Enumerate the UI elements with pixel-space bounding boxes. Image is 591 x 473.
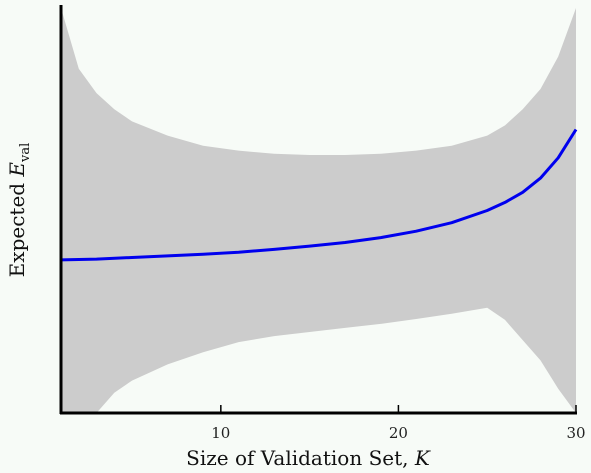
x-axis-label-variable: K	[414, 446, 431, 470]
x-ticks: 10 20 30	[211, 405, 586, 442]
error-band	[61, 8, 576, 413]
y-axis-label-variable: E	[5, 162, 29, 178]
x-tick-label-30: 30	[566, 424, 585, 442]
axes	[59, 5, 577, 415]
x-tick-label-10: 10	[211, 424, 230, 442]
x-axis-label: Size of Validation Set, K	[186, 446, 431, 470]
y-axis-label: Expected Eval	[5, 143, 33, 278]
expected-eval-curve	[60, 128, 578, 262]
error-band-layer	[61, 8, 576, 413]
mean-curve-layer	[60, 128, 578, 262]
y-axis-label-subscript: val	[18, 143, 33, 163]
x-tick-label-20: 20	[389, 424, 408, 442]
